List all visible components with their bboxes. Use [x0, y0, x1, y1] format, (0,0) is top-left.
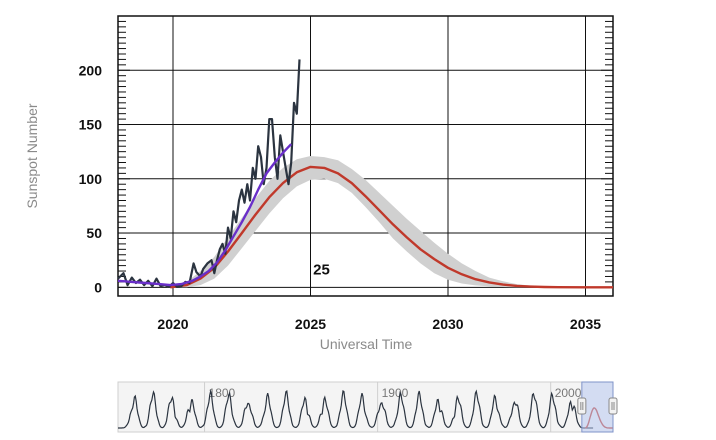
x-tick-label: 2020: [157, 316, 188, 332]
navigator-right-handle[interactable]: [608, 397, 618, 415]
series-lines: [117, 59, 613, 289]
navigator-background: [117, 381, 614, 433]
observed-monthly-line: [117, 59, 301, 288]
y-tick-label: 0: [94, 279, 102, 295]
x-axis-tick-labels: 2020 2025 2030 2035: [157, 316, 601, 332]
range-navigator[interactable]: 1800 1900 2000: [117, 381, 618, 433]
predicted-line: [170, 165, 613, 289]
grid-lines: [118, 16, 613, 296]
x-axis-title: Universal Time: [320, 336, 413, 352]
navigator-label: 1800: [209, 386, 236, 400]
plot-background: [117, 15, 614, 297]
y-axis-tick-labels: 0 50 100 150 200: [79, 62, 103, 295]
navigator-selection[interactable]: [581, 381, 614, 433]
navigator-window[interactable]: [577, 381, 618, 433]
navigator-label: 2000: [555, 386, 582, 400]
observed-smoothed-line: [117, 143, 293, 287]
y-tick-label: 200: [79, 62, 103, 78]
y-axis-title: Sunspot Number: [24, 103, 40, 208]
y-tick-label: 50: [86, 225, 102, 241]
x-tick-label: 2030: [432, 316, 463, 332]
navigator-left-handle[interactable]: [577, 397, 587, 415]
navigator-label: 1900: [382, 386, 409, 400]
y-tick-label: 150: [79, 117, 103, 133]
plot-area: [117, 15, 614, 297]
cycle-number-annotation: 25: [313, 261, 330, 278]
x-tick-label: 2025: [295, 316, 326, 332]
y-tick-label: 100: [79, 171, 103, 187]
x-tick-label: 2035: [570, 316, 601, 332]
navigator-history-line: [118, 389, 594, 429]
